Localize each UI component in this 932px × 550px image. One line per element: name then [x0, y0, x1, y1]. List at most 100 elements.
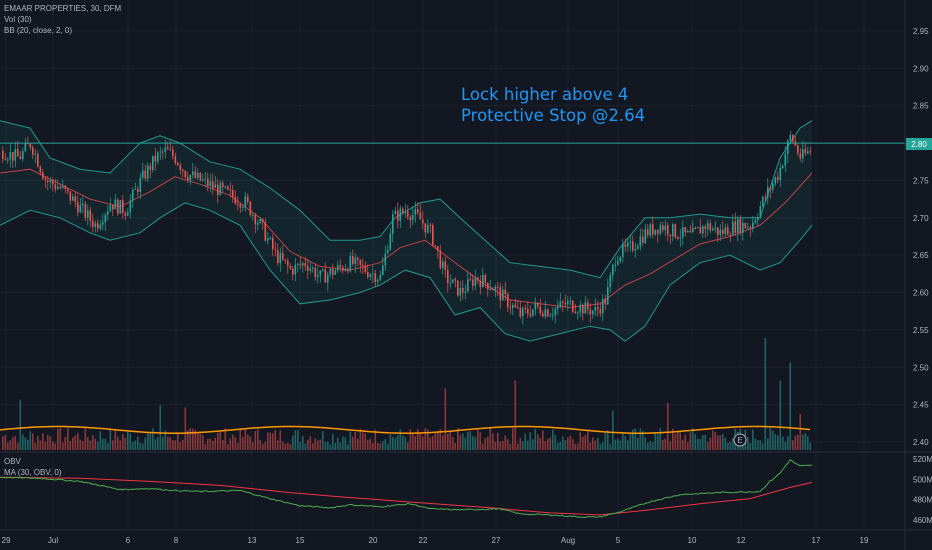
- bb-basis-line: [0, 168, 813, 309]
- candle-body: [144, 170, 147, 179]
- time-tick-label: Aug: [561, 536, 575, 545]
- volume-legend[interactable]: Vol (30): [4, 15, 32, 24]
- candle-body: [157, 152, 159, 162]
- candle-body: [284, 259, 287, 261]
- price-tick-label: 2.90: [913, 64, 929, 73]
- volume-bar: [532, 439, 534, 450]
- volume-bar: [647, 443, 649, 450]
- volume-bar: [557, 443, 559, 450]
- candle-body: [789, 135, 792, 141]
- volume-bar: [47, 435, 49, 450]
- volume-bar: [784, 441, 787, 450]
- volume-bar: [649, 440, 652, 450]
- candle-body: [289, 265, 292, 269]
- candle-body: [457, 280, 459, 296]
- volume-bar: [662, 439, 664, 450]
- volume-bar: [519, 437, 522, 450]
- candle-body: [649, 224, 652, 236]
- candle-body: [404, 211, 407, 213]
- volume-bar: [804, 433, 807, 450]
- volume-bar: [494, 441, 497, 450]
- candle-body: [167, 147, 169, 150]
- price-tick-label: 2.70: [913, 214, 929, 223]
- candle-body: [497, 286, 499, 288]
- volume-bar: [582, 436, 584, 450]
- time-tick-label: 17: [812, 536, 821, 545]
- time-tick-label: Jul: [48, 536, 58, 545]
- volume-bar: [149, 433, 152, 450]
- obv-ma-legend[interactable]: MA (30, OBV, 0): [4, 468, 62, 477]
- volume-bar: [347, 444, 349, 450]
- obv-legend[interactable]: OBV: [4, 457, 21, 466]
- chart-annotation[interactable]: Lock higher above 4 Protective Stop @2.6…: [461, 84, 645, 126]
- volume-bar: [472, 436, 474, 450]
- volume-bar: [357, 438, 359, 450]
- candle-body: [37, 153, 39, 167]
- volume-bar: [587, 429, 589, 450]
- volume-bar: [159, 405, 162, 450]
- volume-bar: [277, 440, 279, 450]
- candle-body: [702, 226, 704, 234]
- volume-bar: [454, 443, 457, 450]
- candle-body: [182, 169, 184, 171]
- candle-body: [514, 305, 517, 308]
- volume-bar: [267, 432, 269, 450]
- candle-body: [32, 147, 34, 155]
- volume-bar: [179, 442, 182, 450]
- candle-body: [4, 158, 7, 160]
- volume-bar: [349, 431, 352, 450]
- volume-bar: [482, 443, 484, 450]
- candle-body: [382, 265, 384, 275]
- candle-body: [622, 244, 624, 258]
- candle-body: [387, 249, 389, 254]
- volume-bar: [434, 432, 437, 450]
- volume-bar: [57, 428, 59, 450]
- candle-body: [24, 143, 27, 152]
- candle-body: [609, 275, 612, 287]
- candle-body: [567, 301, 569, 305]
- volume-bar: [439, 429, 442, 450]
- candle-body: [742, 223, 744, 233]
- candle-body: [469, 279, 472, 281]
- earnings-marker[interactable]: E: [733, 433, 747, 447]
- price-tick-label: 2.95: [913, 27, 929, 36]
- candle-body: [119, 200, 122, 214]
- volume-bar: [427, 429, 429, 450]
- volume-bar: [79, 439, 82, 450]
- volume-bar: [89, 440, 92, 450]
- volume-bar: [227, 444, 229, 450]
- candle-body: [237, 203, 239, 205]
- bb-upper-line: [0, 120, 813, 279]
- candle-body: [92, 220, 94, 227]
- volume-bar: [169, 437, 172, 450]
- candle-body: [534, 302, 537, 310]
- volume-bar: [67, 428, 69, 450]
- candle-body: [214, 184, 217, 188]
- volume-bar: [364, 433, 367, 450]
- candle-body: [454, 279, 457, 281]
- candle-body: [509, 307, 512, 309]
- candle-body: [259, 219, 262, 223]
- candle-body: [419, 212, 422, 220]
- candle-body: [589, 309, 592, 315]
- volume-bar: [259, 440, 262, 450]
- bb-legend[interactable]: BB (20, close, 2, 0): [4, 26, 73, 35]
- volume-bar: [112, 440, 114, 450]
- volume-bar: [447, 433, 449, 450]
- volume-bar: [722, 434, 724, 450]
- volume-bar: [477, 429, 479, 450]
- obv-ma-line: [0, 476, 813, 516]
- symbol-title[interactable]: EMAAR PROPERTIES, 30, DFM: [4, 4, 122, 13]
- candle-body: [149, 165, 152, 170]
- volume-bar: [502, 441, 504, 450]
- volume-bar: [72, 437, 74, 450]
- volume-bar: [17, 443, 19, 450]
- volume-bar: [404, 437, 407, 450]
- price-tick-label: 2.60: [913, 289, 929, 298]
- candle-body: [207, 178, 209, 187]
- candle-body: [679, 237, 682, 239]
- volume-bar: [217, 432, 219, 450]
- candle-body: [204, 178, 207, 180]
- candle-body: [369, 274, 372, 278]
- volume-bar: [517, 443, 519, 450]
